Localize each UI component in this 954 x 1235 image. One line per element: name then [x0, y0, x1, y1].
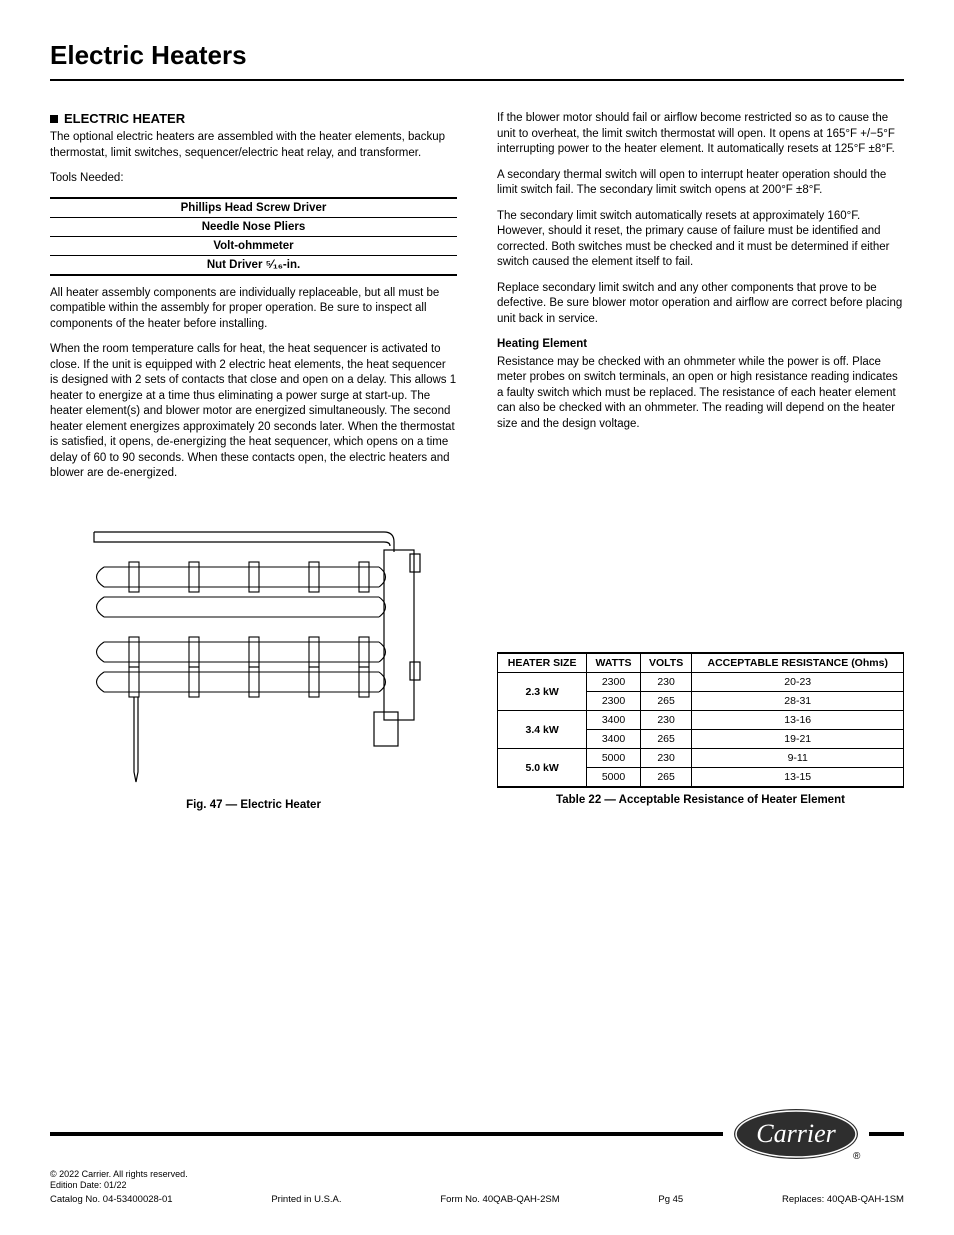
paragraph: Replace secondary limit switch and any o…: [497, 281, 904, 328]
th: HEATER SIZE: [498, 653, 587, 673]
footer-copyright: © 2022 Carrier. All rights reserved. Edi…: [50, 1169, 904, 1192]
td: 20-23: [692, 673, 904, 692]
two-column-layout: ELECTRIC HEATER The optional electric he…: [50, 111, 904, 811]
tool-row: Phillips Head Screw Driver: [50, 198, 457, 218]
paragraph: The secondary limit switch automatically…: [497, 209, 904, 271]
catalog-no: Catalog No. 04-53400028-01: [50, 1194, 173, 1205]
copyright-text: © 2022 Carrier. All rights reserved.: [50, 1169, 188, 1179]
tool-row: Needle Nose Pliers: [50, 217, 457, 236]
td: 5000: [587, 749, 641, 768]
figure-caption: Fig. 47 — Electric Heater: [50, 799, 457, 811]
carrier-logo: Carrier ®: [731, 1105, 861, 1163]
footer-rule: Carrier ®: [50, 1105, 904, 1163]
paragraph: A secondary thermal switch will open to …: [497, 168, 904, 199]
footer: Carrier ® © 2022 Carrier. All rights res…: [50, 1105, 904, 1205]
heater-diagram: [74, 512, 434, 792]
paragraph: When the room temperature calls for heat…: [50, 342, 457, 482]
rule-bar: [869, 1132, 904, 1136]
td: 230: [640, 711, 692, 730]
paragraph: All heater assembly components are indiv…: [50, 286, 457, 333]
th: ACCEPTABLE RESISTANCE (Ohms): [692, 653, 904, 673]
td: 265: [640, 768, 692, 788]
rule-bar: [50, 1132, 723, 1136]
td: 3400: [587, 711, 641, 730]
td: 230: [640, 749, 692, 768]
subheading: Heating Element: [497, 337, 904, 353]
tools-lead: Tools Needed:: [50, 171, 457, 187]
td: 2300: [587, 692, 641, 711]
footer-meta: Catalog No. 04-53400028-01 Printed in U.…: [50, 1194, 904, 1205]
td: 13-16: [692, 711, 904, 730]
section-heading: ELECTRIC HEATER: [50, 111, 457, 126]
td: 28-31: [692, 692, 904, 711]
replaces: Replaces: 40QAB-QAH-1SM: [782, 1194, 904, 1205]
page-no: Pg 45: [658, 1194, 683, 1205]
paragraph: If the blower motor should fail or airfl…: [497, 111, 904, 158]
table-caption: Table 22 — Acceptable Resistance of Heat…: [497, 794, 904, 806]
form-no: Form No. 40QAB-QAH-2SM: [440, 1194, 559, 1205]
td: 3.4 kW: [498, 711, 587, 749]
td: 5000: [587, 768, 641, 788]
section-heading-text: ELECTRIC HEATER: [64, 111, 185, 126]
td: 19-21: [692, 730, 904, 749]
svg-text:®: ®: [853, 1151, 861, 1162]
th: VOLTS: [640, 653, 692, 673]
td: 2.3 kW: [498, 673, 587, 711]
td: 3400: [587, 730, 641, 749]
tool-row: Volt-ohmmeter: [50, 236, 457, 255]
td: 265: [640, 692, 692, 711]
tool-row: Nut Driver ⁵⁄₁₆-in.: [50, 255, 457, 275]
right-column: If the blower motor should fail or airfl…: [497, 111, 904, 811]
td: 9-11: [692, 749, 904, 768]
td: 13-15: [692, 768, 904, 788]
edition-text: Edition Date: 01/22: [50, 1180, 127, 1190]
tools-table: Phillips Head Screw Driver Needle Nose P…: [50, 197, 457, 276]
td: 2300: [587, 673, 641, 692]
printed-in: Printed in U.S.A.: [271, 1194, 341, 1205]
paragraph: Resistance may be checked with an ohmmet…: [497, 355, 904, 433]
intro-paragraph: The optional electric heaters are assemb…: [50, 130, 457, 161]
td: 230: [640, 673, 692, 692]
td: 5.0 kW: [498, 749, 587, 788]
page-title: Electric Heaters: [50, 40, 904, 81]
resistance-table: HEATER SIZE WATTS VOLTS ACCEPTABLE RESIS…: [497, 652, 904, 788]
svg-text:Carrier: Carrier: [756, 1119, 836, 1148]
td: 265: [640, 730, 692, 749]
figure: Fig. 47 — Electric Heater: [50, 512, 457, 811]
bullet-icon: [50, 115, 58, 123]
left-column: ELECTRIC HEATER The optional electric he…: [50, 111, 457, 811]
th: WATTS: [587, 653, 641, 673]
